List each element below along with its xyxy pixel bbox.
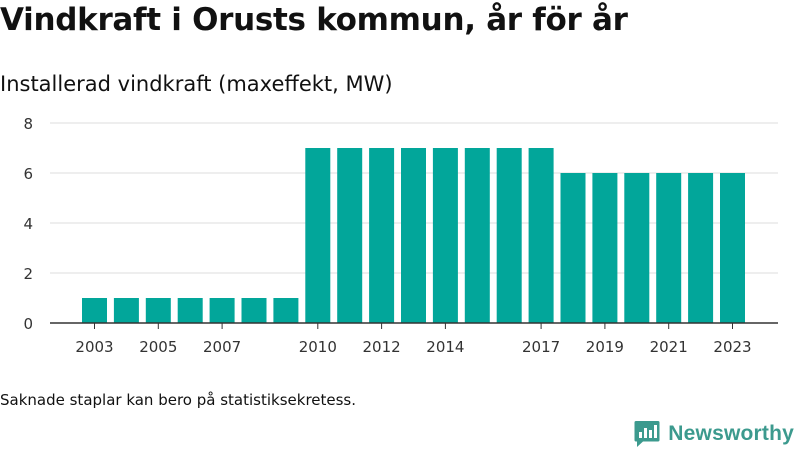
bar [401,148,426,323]
bar [337,148,363,323]
bar [464,148,490,323]
x-tick-label: 2023 [713,338,751,356]
brand-logo[interactable]: Newsworthy [634,420,794,448]
bar [113,298,139,323]
brand-name: Newsworthy [668,422,794,445]
x-tick-label: 2012 [363,338,401,356]
bar [528,148,554,323]
bar-chart: 0 2 4 6 8 2003 2005 2007 2010 2012 2014 2017 2019 202… [23,115,778,356]
x-tick-label: 2005 [139,338,177,356]
bar [273,298,299,323]
x-tick-label: 2019 [586,338,624,356]
bar [209,298,235,323]
chart-title: Vindkraft i Orusts kommun, år för år [0,2,628,38]
footnote: Saknade staplar kan bero på statistiksek… [0,391,357,409]
chart-subtitle: Installerad vindkraft (maxeffekt, MW) [0,72,393,96]
bar [656,173,682,323]
y-tick-label: 2 [23,265,33,283]
x-tick-label: 2014 [426,338,464,356]
bar [369,148,395,323]
bar [624,173,650,323]
bar [82,298,107,323]
bar [432,148,458,323]
bar [688,173,714,323]
y-tick-label: 4 [23,215,33,233]
x-tick-label: 2010 [299,338,337,356]
x-tick-label: 2003 [75,338,113,356]
x-tick-label: 2021 [650,338,688,356]
bar [560,173,586,323]
bar [305,148,331,323]
newsworthy-chart-bubble-icon [634,421,660,447]
bar [592,173,618,323]
x-tick-label: 2017 [522,338,560,356]
y-tick-label: 6 [23,165,33,183]
bar [145,298,171,323]
y-tick-label: 0 [23,315,33,333]
bar [720,173,745,323]
bar [177,298,203,323]
bar [241,298,267,323]
x-tick-label: 2007 [203,338,241,356]
bar [496,148,522,323]
y-tick-label: 8 [23,115,33,133]
